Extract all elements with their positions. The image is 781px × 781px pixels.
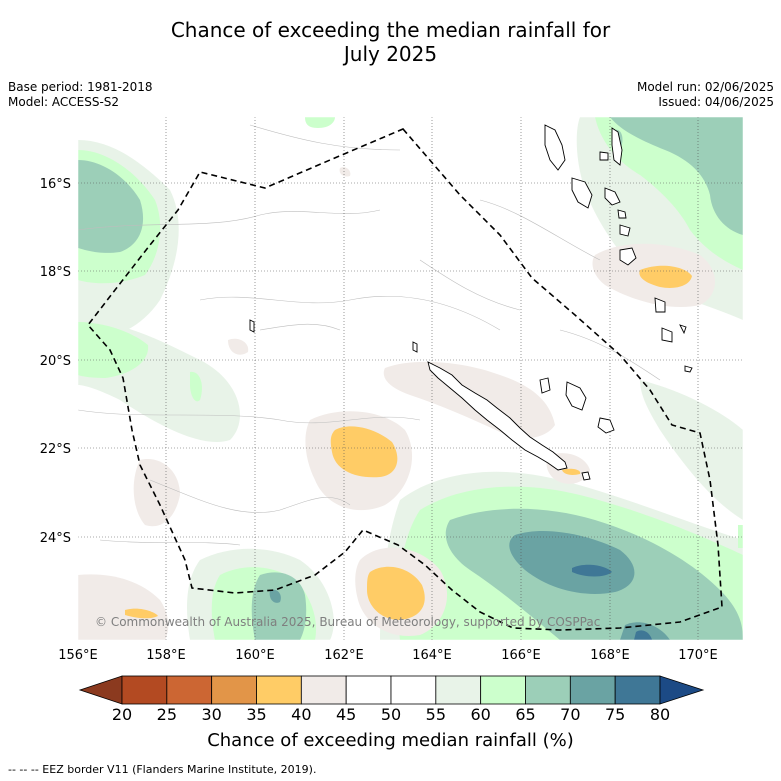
lon-tick-label: 164°E — [412, 648, 452, 663]
lon-ticks: 156°E 158°E 160°E 162°E 164°E 166°E 168°… — [58, 648, 718, 663]
colorbar-tick-label: 30 — [201, 705, 221, 724]
meta-left: Base period: 1981-2018 Model: ACCESS-S2 — [8, 80, 153, 110]
lat-ticks: 16°S 18°S 20°S 22°S 24°S — [40, 177, 71, 546]
lat-tick-label: 22°S — [40, 442, 71, 457]
title-line-2: July 2025 — [343, 42, 438, 66]
meta-right: Model run: 02/06/2025 Issued: 04/06/2025 — [637, 80, 774, 110]
chart-title: Chance of exceeding the median rainfall … — [0, 18, 781, 66]
contour-lines — [78, 124, 661, 546]
vanuatu-south — [654, 297, 693, 373]
eez-border — [86, 128, 723, 631]
colorbar: 20 25 30 35 40 45 50 55 60 65 70 75 80 — [78, 675, 705, 724]
small-island-1 — [412, 341, 418, 353]
colorbar-tick-label: 40 — [291, 705, 311, 724]
colorbar-bin — [614, 675, 661, 705]
lon-tick-label: 158°E — [146, 648, 186, 663]
map-frame — [77, 116, 744, 641]
chesterfield-islands — [249, 319, 255, 333]
colorbar-bin — [211, 675, 257, 705]
colorbar-bin — [166, 675, 213, 705]
vanuatu-north — [599, 127, 623, 166]
colorbar-tick-label: 60 — [470, 705, 490, 724]
vanuatu-efate — [619, 247, 637, 266]
lon-tick-label: 166°E — [501, 648, 541, 663]
colorbar-tick-label: 65 — [515, 705, 535, 724]
graticule — [78, 117, 743, 640]
lat-tick-label: 16°S — [40, 177, 71, 192]
lon-tick-label: 168°E — [590, 648, 630, 663]
base-period: Base period: 1981-2018 — [8, 80, 153, 94]
colorbar-bin — [480, 675, 526, 705]
colorbar-bin — [300, 675, 347, 705]
colorbar-label: Chance of exceeding median rainfall (%) — [207, 730, 574, 751]
title-line-1: Chance of exceeding the median rainfall … — [170, 18, 611, 42]
colorbar-bin — [390, 675, 437, 705]
colorbar-bin — [525, 675, 571, 705]
colorbar-bin — [345, 675, 392, 705]
colorbar-bin — [256, 675, 302, 705]
colorbar-bin — [121, 675, 168, 705]
colorbar-tick-label: 35 — [246, 705, 266, 724]
colorbar-bin — [435, 675, 482, 705]
model-run: Model run: 02/06/2025 — [636, 80, 774, 94]
colorbar-tick-label: 45 — [336, 705, 356, 724]
new-caledonia — [427, 361, 568, 471]
colorbar-tick-label: 80 — [650, 705, 670, 724]
contour-75-80 — [572, 564, 652, 640]
lon-tick-label: 160°E — [235, 648, 275, 663]
footnote: -- -- -- EEZ border V11 (Flanders Marine… — [8, 763, 317, 776]
lat-tick-label: 24°S — [40, 531, 71, 546]
loyalty-islands — [539, 377, 615, 434]
lat-tick-label: 18°S — [40, 265, 71, 280]
vanuatu-central — [604, 187, 631, 237]
colorbar-extension-low — [78, 675, 123, 705]
map-panel: © Commonwealth of Australia 2025, Bureau… — [78, 117, 743, 640]
landmasses — [249, 124, 693, 481]
model-name: Model: ACCESS-S2 — [8, 95, 120, 109]
issued-date: Issued: 04/06/2025 — [658, 95, 774, 109]
lon-tick-label: 156°E — [58, 648, 98, 663]
colorbar-tick-label: 70 — [560, 705, 580, 724]
isle-of-pines — [581, 471, 591, 481]
contour-70-75 — [269, 530, 670, 640]
colorbar-bin — [569, 675, 616, 705]
lon-tick-label: 162°E — [324, 648, 364, 663]
colorbar-tick-label: 25 — [157, 705, 177, 724]
colorbar-tick-label: 75 — [605, 705, 625, 724]
vanuatu-espiritu — [544, 124, 566, 171]
lon-tick-label: 170°E — [678, 648, 718, 663]
lat-tick-label: 20°S — [40, 354, 71, 369]
colorbar-extension-high — [659, 675, 705, 705]
colorbar-tick-label: 50 — [381, 705, 401, 724]
colorbar-tick-label: 55 — [426, 705, 446, 724]
vanuatu-malakula — [571, 177, 593, 209]
colorbar-tick-label: 20 — [112, 705, 132, 724]
copyright-text: © Commonwealth of Australia 2025, Bureau… — [95, 615, 600, 629]
contour-35-40 — [125, 265, 692, 620]
